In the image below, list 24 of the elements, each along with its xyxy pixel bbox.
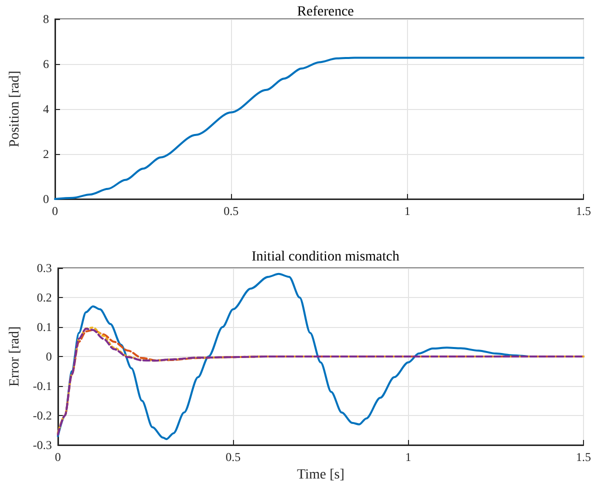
y-axis-title: Position [rad] xyxy=(8,70,22,148)
y-tick-label: 4 xyxy=(43,102,49,116)
x-tick-label: 1 xyxy=(404,204,410,218)
x-tick-label: 1.5 xyxy=(576,204,591,218)
y-tick-label: 0.3 xyxy=(36,261,52,275)
chart-title: Reference xyxy=(297,4,354,20)
y-tick-label: 6 xyxy=(43,57,49,71)
x-tick-label: 0.5 xyxy=(226,450,241,464)
y-tick-label: -0.3 xyxy=(32,438,52,452)
y-tick-label: -0.2 xyxy=(32,408,52,422)
y-tick-label: 2 xyxy=(43,147,49,161)
y-tick-label: 0 xyxy=(43,192,49,206)
x-axis-title: Time [s] xyxy=(297,467,344,482)
chart-title: Initial condition mismatch xyxy=(252,250,400,264)
y-tick-label: 0 xyxy=(46,350,52,364)
y-axis-title: Error [rad] xyxy=(8,326,22,387)
x-tick-label: 0 xyxy=(54,450,61,464)
y-tick-label: 0.2 xyxy=(36,290,52,304)
y-tick-label: -0.1 xyxy=(32,379,52,393)
y-tick-label: 0.1 xyxy=(36,320,52,334)
x-tick-label: 0.5 xyxy=(224,204,239,218)
x-tick-label: 1.5 xyxy=(576,450,591,464)
x-tick-label: 1 xyxy=(405,450,412,464)
y-tick-label: 8 xyxy=(43,12,49,26)
